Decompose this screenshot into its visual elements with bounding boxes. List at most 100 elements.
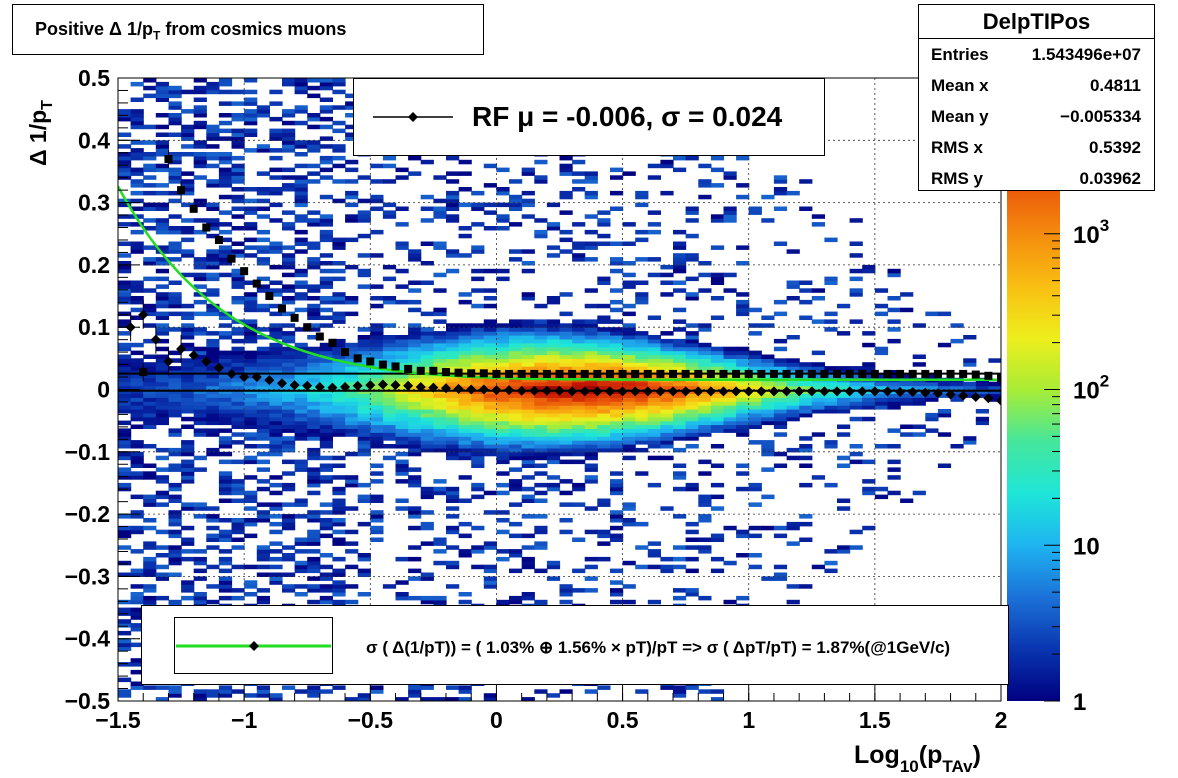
heatmap-cell [572,502,586,507]
heatmap-cell [218,588,233,593]
heatmap-cell [584,556,598,562]
heatmap-cell [307,148,321,153]
heatmap-cell [420,409,434,414]
heatmap-cell [231,595,245,601]
heatmap-cell [370,432,384,437]
heatmap-cell [471,377,485,383]
heatmap-cell [118,288,132,293]
heatmap-cell [155,401,169,406]
heatmap-cell [181,370,195,375]
heatmap-cell [496,451,510,457]
heatmap-cell [218,272,233,278]
heatmap-cell [433,335,447,340]
heatmap-cell [799,288,813,293]
heatmap-cell [521,592,535,597]
heatmap-cell [685,685,699,690]
heatmap-cell [382,342,397,348]
heatmap-cell [345,346,359,352]
heatmap-cell [231,89,245,95]
heatmap-cell [319,564,333,570]
heatmap-cell [370,440,384,445]
heatmap-cell [155,366,169,371]
heatmap-cell [345,482,359,488]
heatmap-cell [307,163,321,169]
heatmap-cell [143,393,157,398]
heatmap-cell [471,451,485,457]
heatmap-cell [458,346,472,352]
heatmap-cell [370,229,384,235]
heatmap-cell [635,432,649,437]
heatmap-cell [181,556,195,562]
heatmap-cell [118,646,132,651]
heatmap-cell [509,482,523,488]
heatmap-cell [307,296,321,301]
heatmap-cell [118,346,132,352]
heatmap-cell [130,642,144,648]
heatmap-cell [143,416,157,422]
heatmap-cell [395,373,409,379]
colorbar-label: 10 [1073,533,1100,560]
heatmap-cell [622,389,636,394]
heatmap-cell [647,362,661,367]
heatmap-cell [572,366,586,371]
heatmap-cell [168,432,182,437]
heatmap-cell [673,257,687,262]
heatmap-cell [307,257,321,262]
heatmap-cell [155,553,169,558]
heatmap-cell [900,385,914,391]
heatmap-cell [143,444,157,449]
heatmap-cell [332,163,346,169]
heatmap-cell [786,373,800,379]
heatmap-cell [357,358,371,363]
heatmap-cell [963,436,977,441]
heatmap-cell [357,354,371,359]
heatmap-cell [685,405,699,410]
heatmap-cell [685,545,699,550]
heatmap-cell [193,354,207,359]
heatmap-cell [937,311,952,317]
heatmap-cell [559,447,573,453]
heatmap-cell [143,498,157,503]
heatmap-cell [496,416,510,422]
heatmap-cell [446,194,460,200]
heatmap-cell [395,241,409,246]
heatmap-cell [282,444,296,449]
heatmap-cell [471,428,485,433]
heatmap-cell [168,105,182,110]
heatmap-cell [647,444,661,449]
heatmap-cell [118,630,132,636]
heatmap-cell [509,479,523,484]
heatmap-cell [118,599,132,605]
heatmap-cell [900,424,914,429]
heatmap-cell [382,455,397,461]
heatmap-cell [622,416,636,422]
heatmap-cell [748,412,762,418]
heatmap-cell [610,409,624,414]
heatmap-cell [357,401,371,406]
heatmap-cell [345,541,359,546]
heatmap-cell [534,498,548,503]
heatmap-cell [256,109,270,114]
mean-point [390,380,401,391]
heatmap-cell [799,299,813,305]
heatmap-cell [874,381,889,387]
heatmap-cell [483,373,497,379]
heatmap-cell [521,366,535,371]
heatmap-cell [218,693,233,698]
heatmap-cell [420,331,434,336]
heatmap-cell [181,397,195,402]
heatmap-cell [345,420,359,426]
heatmap-cell [509,412,523,418]
heatmap-cell [256,588,270,593]
heatmap-cell [269,218,283,223]
heatmap-cell [559,490,573,496]
heatmap-cell [193,175,207,180]
heatmap-cell [446,335,460,340]
heatmap-cell [799,179,813,184]
heatmap-cell [483,490,497,496]
heatmap-cell [811,381,825,387]
heatmap-cell [660,350,674,356]
heatmap-cell [685,233,699,239]
heatmap-cell [773,533,788,539]
heatmap-cell [206,163,220,169]
